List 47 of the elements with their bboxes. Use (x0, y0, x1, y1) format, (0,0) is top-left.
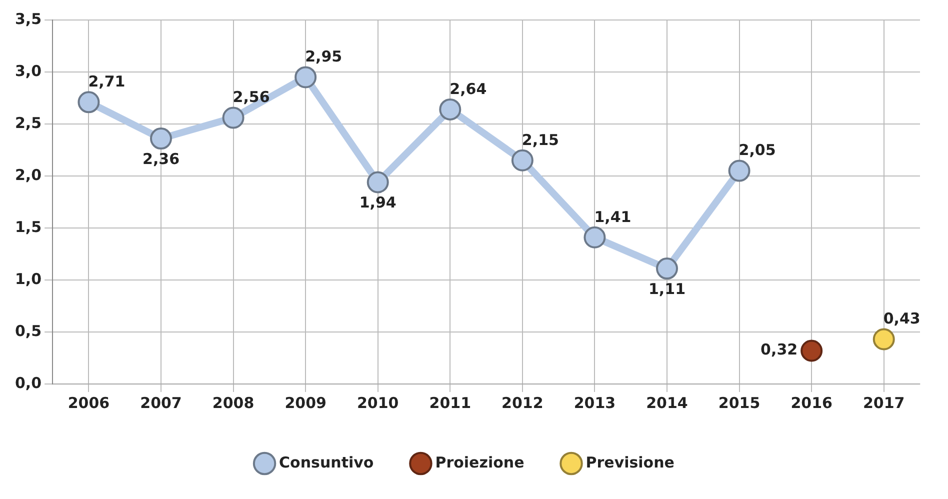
y-tick-label: 1,0 (14, 270, 42, 288)
x-tick-label: 2017 (862, 394, 905, 412)
data-label: 2,36 (142, 150, 180, 168)
y-tick-label: 0,0 (14, 374, 42, 392)
data-label: 2,05 (738, 141, 776, 160)
x-tick-label: 2011 (429, 394, 472, 412)
point (366, 171, 389, 194)
y-tick-label: 2,0 (14, 166, 42, 184)
point (294, 66, 317, 88)
data-label: 2,15 (522, 130, 559, 149)
x-tick-label: 2009 (284, 394, 326, 412)
data-label: 1,11 (648, 280, 686, 298)
x-tick-label: 2006 (68, 394, 110, 412)
y-tick-label: 3,0 (14, 62, 42, 80)
y-tick-label: 0,5 (14, 322, 42, 340)
x-tick-label: 2016 (790, 394, 832, 412)
data-label: 1,94 (359, 194, 396, 212)
data-label: 2,71 (88, 72, 126, 91)
point (150, 128, 172, 150)
y-tick-label: 2,5 (14, 114, 42, 132)
legend-label: Proiezione (435, 453, 524, 472)
legend-label: Previsione (586, 453, 674, 472)
x-tick-label: 2015 (718, 394, 760, 412)
data-label: 2,64 (450, 80, 487, 98)
x-tick-label: 2012 (502, 394, 544, 412)
x-tick-label: 2013 (574, 394, 616, 412)
data-label: 1,41 (594, 208, 632, 226)
point (439, 98, 462, 120)
x-tick-label: 2008 (212, 394, 254, 412)
point (872, 328, 895, 350)
point (656, 258, 678, 280)
point (78, 91, 100, 114)
data-label: 0,32 (760, 340, 798, 359)
data-label: 2,56 (232, 88, 270, 106)
point (800, 340, 823, 362)
legend-label: Consuntivo (279, 453, 374, 472)
x-tick-label: 2010 (356, 394, 399, 412)
point (728, 160, 750, 182)
x-tick-label: 2007 (140, 394, 182, 412)
point (511, 149, 534, 172)
point (222, 106, 244, 129)
y-tick-label: 1,5 (14, 218, 42, 236)
y-tick-label: 3,5 (14, 10, 42, 28)
data-label: 2,95 (305, 48, 342, 66)
x-tick-label: 2014 (646, 394, 688, 412)
point (584, 226, 606, 248)
data-label: 0,43 (883, 310, 920, 328)
